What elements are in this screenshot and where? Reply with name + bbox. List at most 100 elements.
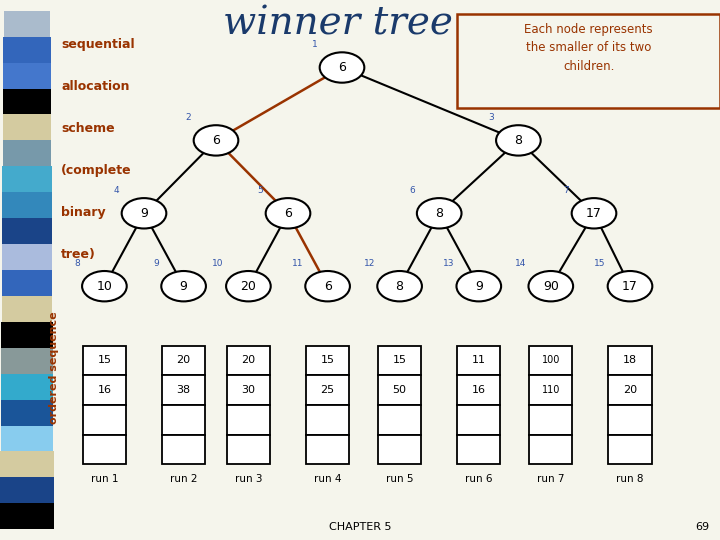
Text: run 1: run 1 [91, 474, 118, 484]
Text: 6: 6 [324, 280, 331, 293]
Text: 17: 17 [586, 207, 602, 220]
Text: 9: 9 [475, 280, 482, 293]
Text: 50: 50 [392, 385, 407, 395]
Bar [0, 503, 54, 529]
Text: 9: 9 [180, 280, 187, 293]
Bar [378, 346, 421, 375]
Text: 2: 2 [186, 113, 192, 122]
Bar [0, 477, 54, 503]
Bar [83, 435, 126, 464]
Text: 17: 17 [622, 280, 638, 293]
Bar [3, 63, 51, 89]
Bar [529, 435, 572, 464]
Bar [1, 270, 53, 296]
Bar [306, 346, 349, 375]
Text: sequential: sequential [61, 38, 135, 51]
Text: 15: 15 [97, 355, 112, 366]
Text: 25: 25 [320, 385, 335, 395]
Bar [1, 348, 53, 374]
Bar [227, 405, 270, 435]
Ellipse shape [377, 271, 422, 301]
Text: 8: 8 [395, 280, 404, 293]
Text: 20: 20 [240, 280, 256, 293]
Text: 5: 5 [258, 186, 264, 195]
Ellipse shape [305, 271, 350, 301]
Text: 10: 10 [212, 259, 224, 268]
Text: (complete: (complete [61, 164, 132, 177]
Ellipse shape [82, 271, 127, 301]
Text: 9: 9 [140, 207, 148, 220]
Text: scheme: scheme [61, 122, 114, 135]
Bar [227, 435, 270, 464]
FancyBboxPatch shape [457, 14, 720, 108]
Bar [608, 435, 652, 464]
Text: 13: 13 [443, 259, 454, 268]
Text: 11: 11 [472, 355, 486, 366]
Bar [83, 405, 126, 435]
Bar [162, 405, 205, 435]
Text: run 8: run 8 [616, 474, 644, 484]
Bar [3, 114, 51, 140]
Bar [4, 37, 50, 63]
Text: run 2: run 2 [170, 474, 197, 484]
Bar [1, 374, 53, 400]
Text: 8: 8 [74, 259, 80, 268]
Ellipse shape [572, 198, 616, 228]
Bar [1, 322, 53, 348]
Text: 18: 18 [623, 355, 637, 366]
Ellipse shape [266, 198, 310, 228]
Text: 8: 8 [435, 207, 444, 220]
Ellipse shape [320, 52, 364, 83]
Text: run 7: run 7 [537, 474, 564, 484]
Text: 20: 20 [241, 355, 256, 366]
Ellipse shape [161, 271, 206, 301]
Ellipse shape [417, 198, 462, 228]
Bar [608, 375, 652, 405]
Text: 6: 6 [338, 61, 346, 74]
Text: 6: 6 [284, 207, 292, 220]
Ellipse shape [122, 198, 166, 228]
Text: tree): tree) [61, 248, 96, 261]
Bar [3, 89, 51, 114]
Text: run 3: run 3 [235, 474, 262, 484]
Text: 38: 38 [176, 385, 191, 395]
Text: 1: 1 [312, 40, 318, 49]
Text: 11: 11 [292, 259, 303, 268]
Text: 4: 4 [114, 186, 120, 195]
Bar [83, 346, 126, 375]
Bar [378, 435, 421, 464]
Text: run 5: run 5 [386, 474, 413, 484]
Bar [457, 405, 500, 435]
Text: 6: 6 [409, 186, 415, 195]
Text: 8: 8 [514, 134, 523, 147]
Ellipse shape [456, 271, 501, 301]
Ellipse shape [608, 271, 652, 301]
Bar [378, 405, 421, 435]
Text: 100: 100 [541, 355, 560, 366]
Bar [162, 346, 205, 375]
Bar [3, 140, 51, 166]
Bar [457, 435, 500, 464]
Bar [457, 346, 500, 375]
Bar [1, 296, 53, 322]
Text: 20: 20 [176, 355, 191, 366]
Bar [4, 11, 50, 37]
Bar [529, 375, 572, 405]
Ellipse shape [528, 271, 573, 301]
Bar [378, 375, 421, 405]
Ellipse shape [226, 271, 271, 301]
Text: 110: 110 [541, 385, 560, 395]
Text: 69: 69 [695, 522, 709, 532]
Text: 90: 90 [543, 280, 559, 293]
Bar [1, 451, 53, 477]
Bar [608, 405, 652, 435]
Text: 30: 30 [241, 385, 256, 395]
Ellipse shape [194, 125, 238, 156]
Bar [1, 400, 53, 426]
Ellipse shape [496, 125, 541, 156]
Text: binary: binary [61, 206, 106, 219]
Text: Each node represents
the smaller of its two
children.: Each node represents the smaller of its … [524, 23, 653, 73]
Text: 3: 3 [488, 113, 494, 122]
Text: winner tree: winner tree [223, 5, 454, 43]
Bar [608, 346, 652, 375]
